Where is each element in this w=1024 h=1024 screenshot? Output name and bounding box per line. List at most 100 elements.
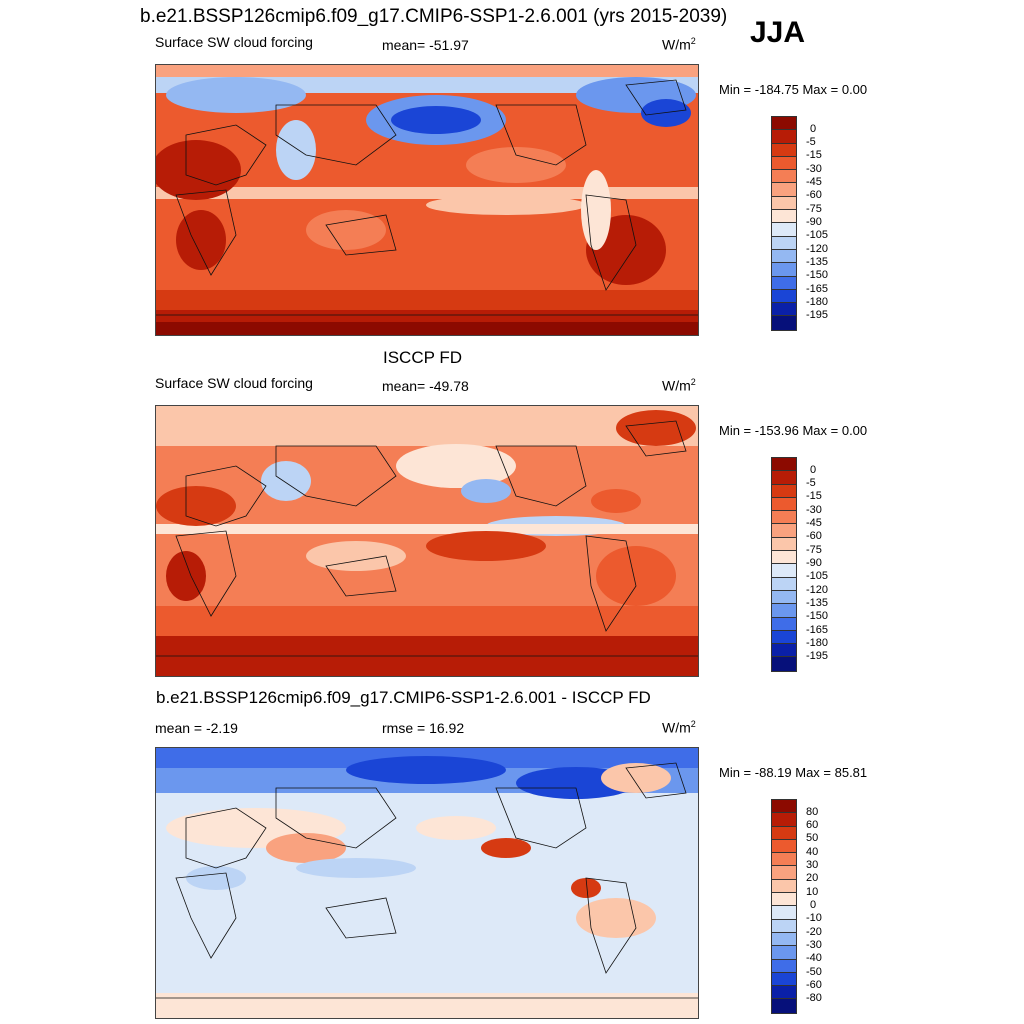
panel2-map [155, 405, 699, 677]
panel1-colorbar-label: -90 [806, 216, 822, 228]
panel1-map [155, 64, 699, 336]
panel1-colorbar-swatch [772, 143, 796, 157]
panel1-colorbar-label: -15 [806, 149, 822, 161]
panel3-colorbar-swatch [772, 879, 796, 894]
panel1-colorbar-label: -180 [806, 296, 829, 308]
panel1-colorbar-swatch [772, 156, 796, 171]
panel2-colorbar-label: -120 [806, 584, 829, 596]
panel1-colorbar-label: -30 [806, 163, 822, 175]
panel1-colorbar-swatch [772, 170, 796, 184]
panel3-rmse-label: rmse = 16.92 [382, 720, 465, 736]
panel2-colorbar-swatch [772, 458, 796, 472]
panel2-colorbar-label: -15 [806, 490, 822, 502]
panel2-variable-label: Surface SW cloud forcing [155, 375, 313, 391]
panel1-colorbar-label: -75 [806, 203, 822, 215]
panel1-colorbar-label: 0 [810, 123, 817, 135]
panel2-colorbar-swatch [772, 511, 796, 525]
panel3-minmax: Min = -88.19 Max = 85.81 [719, 765, 868, 780]
panel2-colorbar-swatch [772, 590, 796, 605]
panel3-colorbar-label: 40 [806, 846, 819, 858]
panel3-colorbar-swatch [772, 813, 796, 827]
panel1-colorbar-swatch [772, 276, 796, 290]
panel3-colorbar-label: 0 [810, 899, 817, 911]
panel1-colorbar-label: -5 [806, 136, 816, 148]
panel1-colorbar-swatch [772, 210, 796, 224]
panel3-colorbar [771, 799, 797, 1014]
panel2-colorbar-swatch [772, 577, 796, 591]
panel3-colorbar-swatch [772, 853, 796, 867]
panel1-colorbar-swatch [772, 249, 796, 264]
panel1-colorbar-label: -105 [806, 229, 829, 241]
panel3-colorbar-label: 30 [806, 859, 819, 871]
panel2-colorbar-label: -45 [806, 517, 822, 529]
panel3-colorbar-label: -80 [806, 992, 822, 1004]
panel1-minmax: Min = -184.75 Max = 0.00 [719, 82, 868, 97]
panel3-map [155, 747, 699, 1019]
panel1-mean-label: mean= -51.97 [382, 37, 469, 53]
panel2-colorbar-swatch [772, 564, 796, 578]
panel3-colorbar-label: -20 [806, 926, 822, 938]
panel2-colorbar-label: -135 [806, 597, 829, 609]
panel3-units: W/m2 [662, 719, 696, 736]
panel3-colorbar-swatch [772, 826, 796, 840]
panel3-colorbar-swatch [772, 919, 796, 933]
panel2-colorbar-label: -180 [806, 637, 829, 649]
panel2-colorbar-swatch [772, 484, 796, 498]
panel2-colorbar-swatch [772, 471, 796, 485]
panel1-colorbar-swatch [772, 223, 796, 237]
panel1-colorbar-swatch [772, 316, 796, 330]
panel3-colorbar-swatch [772, 800, 796, 814]
panel2-colorbar-label: -60 [806, 530, 822, 542]
panel1-colorbar-swatch [772, 183, 796, 197]
panel3-colorbar-swatch [772, 959, 796, 973]
panel1-colorbar-label: -120 [806, 243, 829, 255]
panel1-colorbar-swatch [772, 117, 796, 131]
panel3-colorbar-swatch [772, 906, 796, 920]
panel1-colorbar-swatch [772, 289, 796, 304]
panel2-colorbar-label: -75 [806, 544, 822, 556]
panel2-title: ISCCP FD [383, 348, 463, 367]
panel1-colorbar-swatch [772, 236, 796, 250]
panel3-colorbar-swatch [772, 986, 796, 1000]
panel2-minmax: Min = -153.96 Max = 0.00 [719, 423, 868, 438]
panel2-colorbar-label: -5 [806, 477, 816, 489]
panel1-colorbar-swatch [772, 303, 796, 317]
panel2-colorbar-label: -90 [806, 557, 822, 569]
panel2-colorbar-label: -195 [806, 650, 829, 662]
panel3-colorbar-label: 50 [806, 832, 819, 844]
panel3-colorbar-swatch [772, 839, 796, 854]
panel2-colorbar [771, 457, 797, 672]
panel2-colorbar-label: -105 [806, 570, 829, 582]
panel2-colorbar-swatch [772, 497, 796, 512]
panel3-colorbar-label: 20 [806, 872, 819, 884]
panel2-colorbar-label: -30 [806, 504, 822, 516]
panel1-units: W/m2 [662, 36, 696, 53]
panel1-colorbar-label: -45 [806, 176, 822, 188]
figure-title: b.e21.BSSP126cmip6.f09_g17.CMIP6-SSP1-2.… [140, 6, 728, 27]
panel2-colorbar-swatch [772, 537, 796, 552]
panel2-colorbar-swatch [772, 524, 796, 538]
panel3-colorbar-label: -60 [806, 979, 822, 991]
panel3-colorbar-label: 10 [806, 886, 819, 898]
panel3-colorbar-swatch [772, 866, 796, 880]
panel3-colorbar-label: 80 [806, 806, 819, 818]
panel2-colorbar-label: -165 [806, 624, 829, 636]
panel1-colorbar-swatch [772, 130, 796, 144]
panel3-colorbar-label: 60 [806, 819, 819, 831]
panel3-colorbar-swatch [772, 893, 796, 907]
panel3-colorbar-label: -10 [806, 912, 822, 924]
panel1-colorbar-swatch [772, 263, 796, 277]
panel3-colorbar-swatch [772, 932, 796, 947]
panel1-colorbar-swatch [772, 196, 796, 211]
panel1-colorbar-label: -165 [806, 283, 829, 295]
panel1-colorbar [771, 116, 797, 331]
panel1-colorbar-label: -60 [806, 189, 822, 201]
panel1-colorbar-label: -195 [806, 309, 829, 321]
panel2-mean-label: mean= -49.78 [382, 378, 469, 394]
panel2-colorbar-swatch [772, 617, 796, 631]
panel2-colorbar-swatch [772, 551, 796, 565]
panel3-colorbar-label: -50 [806, 966, 822, 978]
panel2-colorbar-swatch [772, 630, 796, 645]
panel2-colorbar-label: 0 [810, 464, 817, 476]
panel2-units: W/m2 [662, 377, 696, 394]
